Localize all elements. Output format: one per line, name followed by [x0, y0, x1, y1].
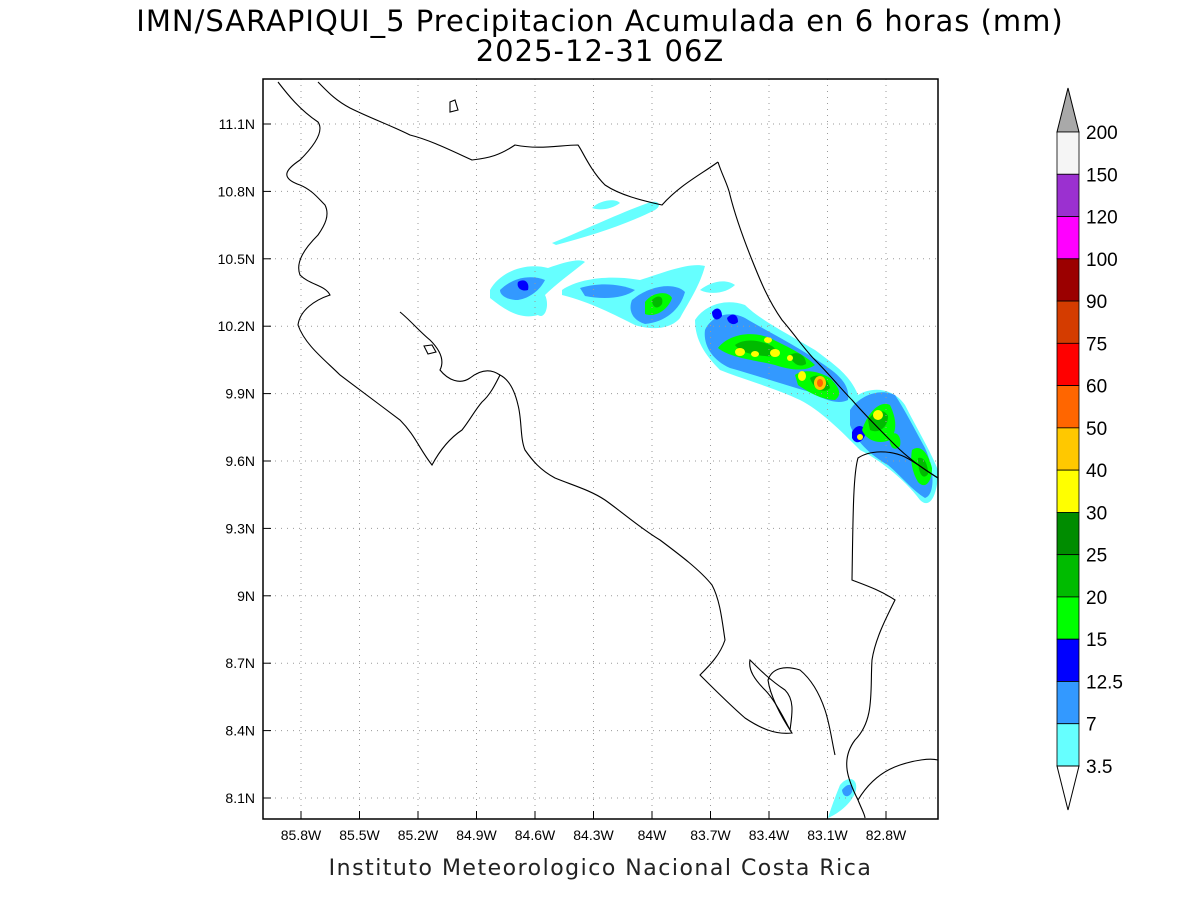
- island-north: [449, 99, 459, 113]
- colorbar-swatch: [1056, 723, 1080, 767]
- lat-tick-label: 8.7N: [225, 655, 255, 671]
- rain-cell-south: [828, 778, 857, 818]
- lat-tick-label: 9.3N: [225, 520, 255, 536]
- rain-core-7: [817, 379, 823, 387]
- lon-tick-label: 83.1W: [807, 827, 848, 843]
- longitude-labels: 85.8W 85.5W 85.2W 84.9W 84.6W 84.3W 84W 83.7W 83…: [281, 811, 907, 843]
- colorbar-level-label: 40: [1086, 461, 1107, 482]
- chart-title: IMN/SARAPIQUI_5 Precipitacion Acumulada …: [136, 4, 1064, 38]
- colorbar-swatch: [1056, 638, 1080, 682]
- nicaragua-border: [317, 81, 719, 206]
- colorbar-level-label: 20: [1086, 588, 1107, 609]
- colorbar-level-label: 120: [1086, 208, 1118, 229]
- lon-tick-label: 82.8W: [866, 827, 907, 843]
- colorbar-swatch: [1056, 342, 1080, 387]
- colorbar-swatch: [1056, 131, 1080, 175]
- rain-core-2: [751, 351, 759, 357]
- colorbar-swatch: [1056, 469, 1080, 513]
- lat-tick-label: 10.2N: [218, 318, 255, 334]
- peninsula-osa: [749, 658, 793, 732]
- colorbar-level-label: 7: [1086, 715, 1097, 736]
- colorbar-level-label: 3.5: [1086, 757, 1112, 778]
- colorbar-top-arrow: [1056, 87, 1080, 133]
- colorbar-swatch: [1056, 681, 1080, 725]
- colorbar-swatch: [1056, 512, 1080, 556]
- latitude-labels: 11.1N 10.8N 10.5N 10.2N 9.9N 9.6N 9.3N 9N 8.7N 8.…: [218, 116, 271, 806]
- east-coast-extra: [857, 758, 939, 801]
- rain-core-8: [873, 410, 883, 420]
- rain-band-north-small: [592, 200, 620, 210]
- colorbar-level-label: 12.5: [1086, 672, 1123, 693]
- colorbar-swatch: [1056, 300, 1080, 344]
- colorbar-level-label: 50: [1086, 419, 1107, 440]
- rain-cell-ne: [700, 281, 735, 293]
- colorbar-level-label: 25: [1086, 546, 1107, 567]
- colorbar-swatch: [1056, 385, 1080, 429]
- lat-tick-label: 9N: [237, 588, 255, 604]
- nicoya-gulf: [399, 311, 501, 382]
- lon-tick-label: 84.3W: [573, 827, 614, 843]
- lat-tick-label: 9.6N: [225, 453, 255, 469]
- coastlines: [277, 81, 939, 819]
- lat-tick-label: 10.5N: [218, 251, 255, 267]
- colorbar-swatch: [1056, 216, 1080, 260]
- lon-tick-label: 85.8W: [281, 827, 322, 843]
- lon-tick-label: 85.2W: [398, 827, 439, 843]
- rain-core-1: [735, 348, 745, 356]
- panama-border: [846, 451, 939, 819]
- pacific-coast: [277, 81, 836, 756]
- rain-core-3: [764, 337, 772, 343]
- precipitation-field: [490, 200, 938, 818]
- rain-core-9: [857, 434, 863, 440]
- colorbar-swatch: [1056, 427, 1080, 471]
- colorbar-level-label: 200: [1086, 123, 1118, 144]
- colorbar-bottom-arrow: [1056, 765, 1080, 811]
- grid-lines: [263, 79, 938, 819]
- chart-subtitle: 2025-12-31 06Z: [475, 34, 725, 68]
- colorbar-level-label: 90: [1086, 292, 1107, 313]
- colorbar-level-label: 100: [1086, 250, 1118, 271]
- lat-tick-label: 8.4N: [225, 723, 255, 739]
- lon-tick-label: 83.4W: [749, 827, 790, 843]
- colorbar-swatch: [1056, 173, 1080, 217]
- island: [423, 344, 437, 355]
- caribbean-coast: [717, 161, 939, 479]
- colorbar-level-label: 150: [1086, 165, 1118, 186]
- lat-tick-label: 11.1N: [219, 116, 255, 132]
- footer-credit: Instituto Meteorologico Nacional Costa R…: [328, 856, 873, 881]
- rain-core-4: [770, 349, 780, 357]
- colorbar-level-label: 75: [1086, 334, 1107, 355]
- lat-tick-label: 8.1N: [225, 790, 255, 806]
- rain-core-5: [798, 371, 806, 381]
- colorbar: 200 150 120 100 90 75 60 50 40 30 25 20 15 12.5 7 3.5: [1056, 87, 1123, 811]
- colorbar-level-label: 60: [1086, 377, 1107, 398]
- lat-tick-label: 10.8N: [218, 183, 255, 199]
- colorbar-level-label: 30: [1086, 503, 1107, 524]
- colorbar-swatch: [1056, 258, 1080, 302]
- lat-tick-label: 9.9N: [225, 386, 255, 402]
- lon-tick-label: 84W: [638, 827, 668, 843]
- rain-core-10: [787, 355, 793, 361]
- map-frame: [262, 78, 939, 820]
- rain-band-north: [552, 201, 659, 245]
- colorbar-swatch: [1056, 596, 1080, 640]
- lon-tick-label: 84.6W: [515, 827, 556, 843]
- colorbar-swatch: [1056, 554, 1080, 598]
- rain-band-central: [562, 265, 705, 329]
- colorbar-level-label: 15: [1086, 630, 1107, 651]
- lon-tick-label: 84.9W: [456, 827, 497, 843]
- lon-tick-label: 85.5W: [339, 827, 380, 843]
- lon-tick-label: 83.7W: [690, 827, 731, 843]
